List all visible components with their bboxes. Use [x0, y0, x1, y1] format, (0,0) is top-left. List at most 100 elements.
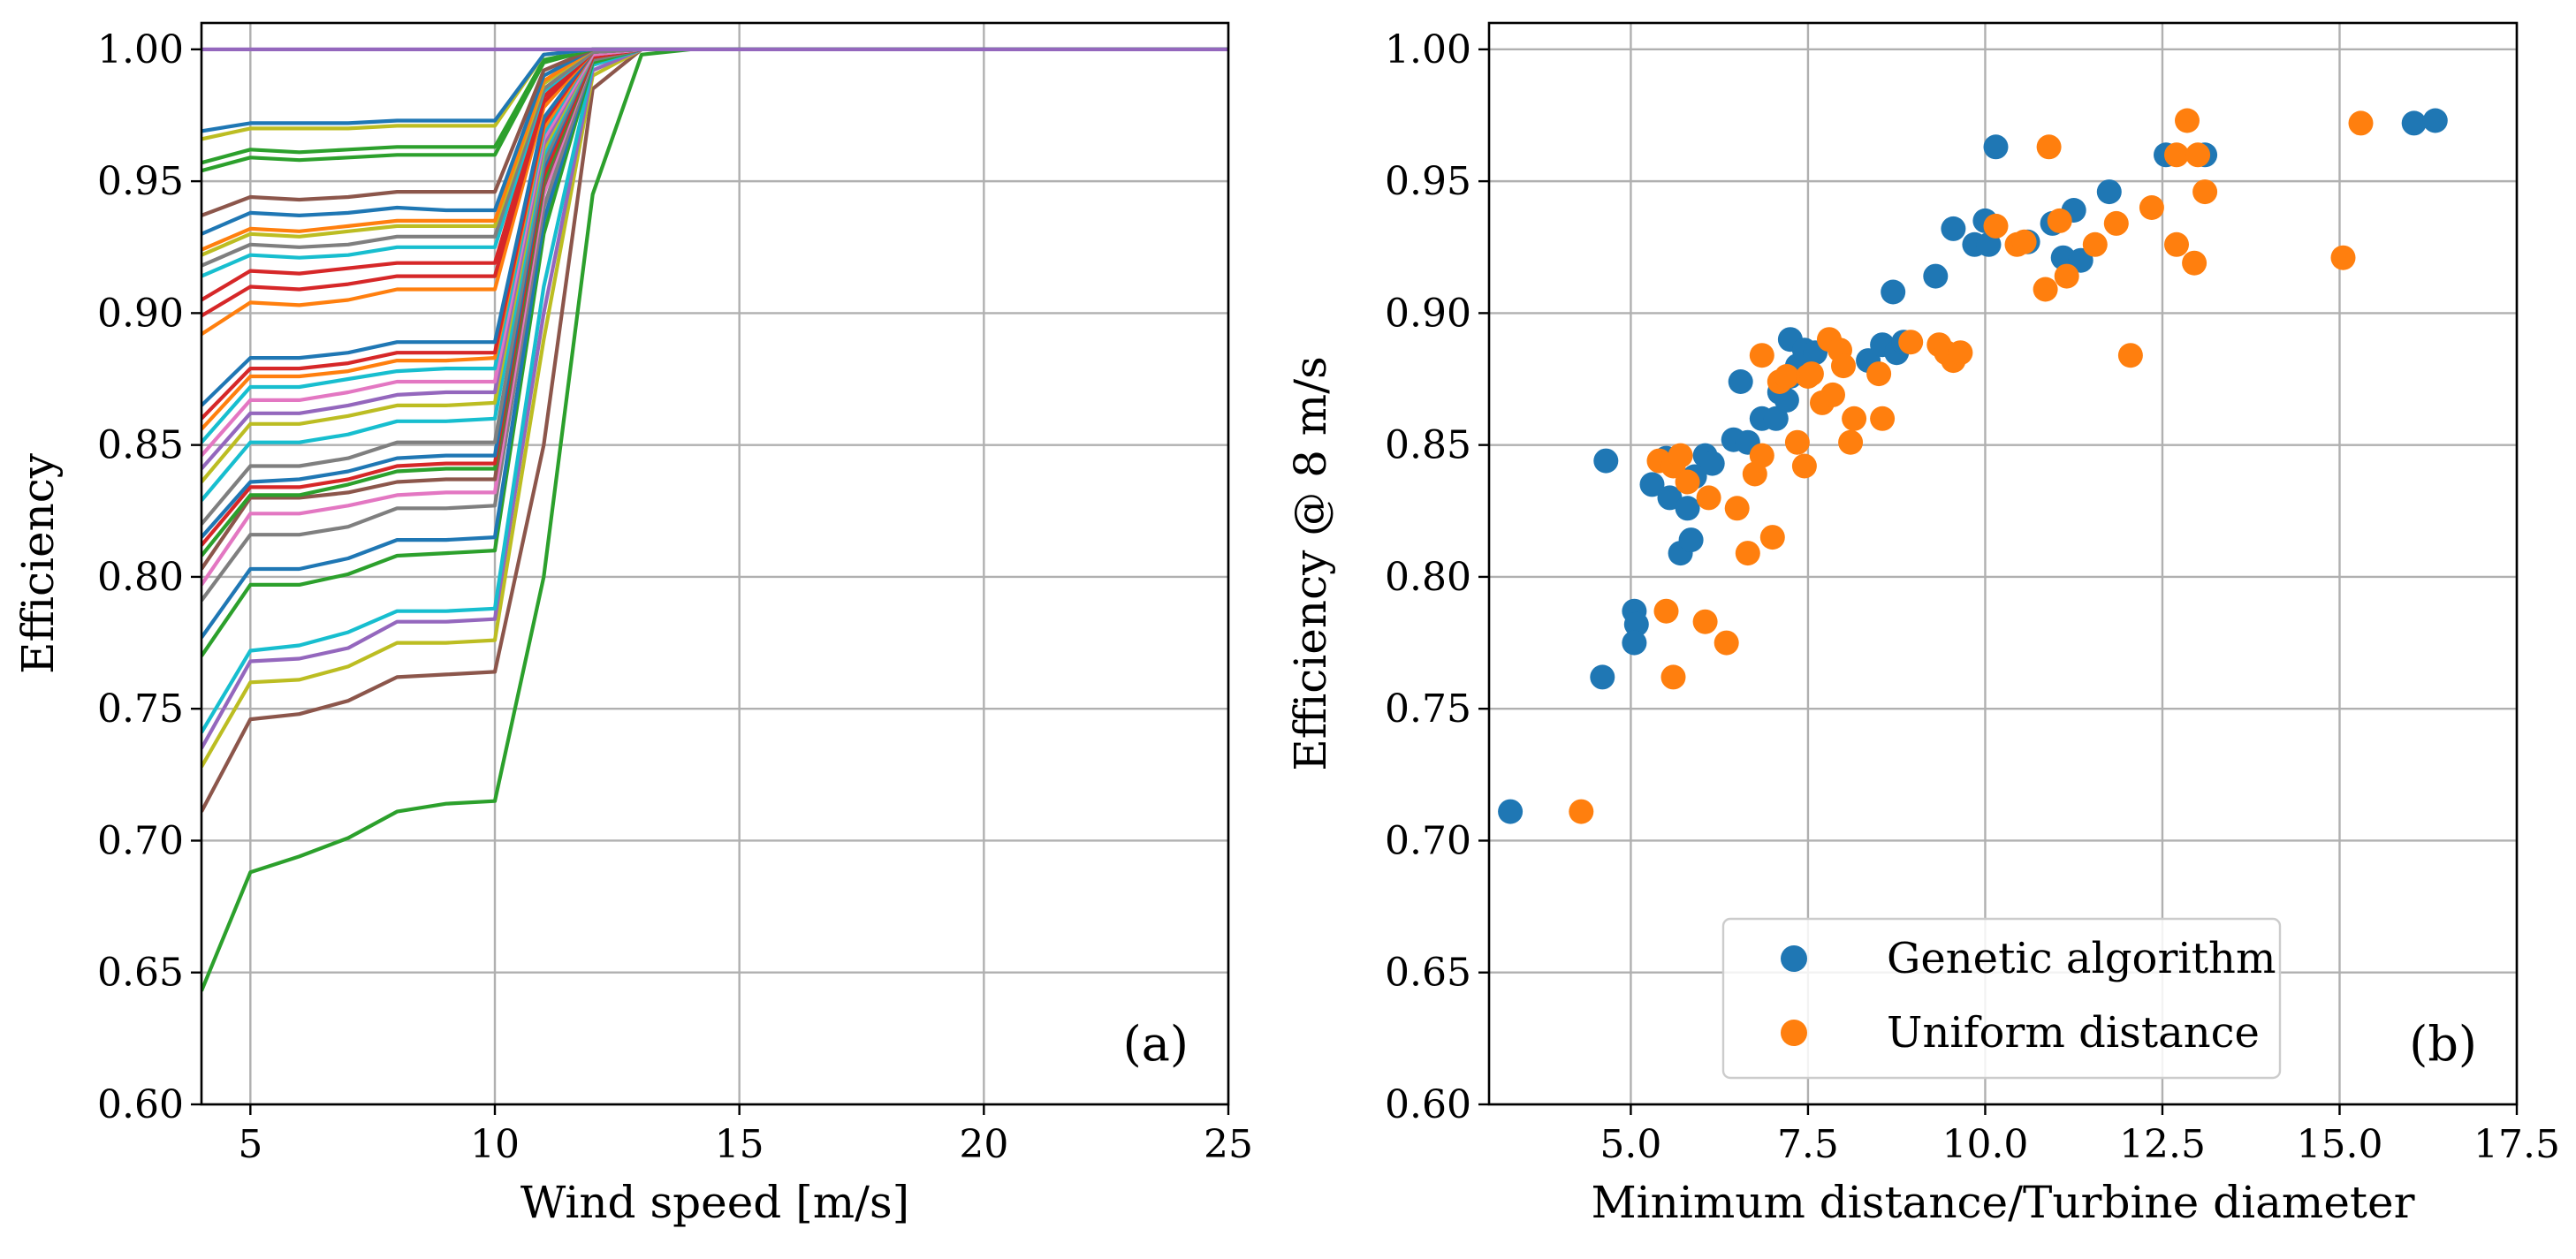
uniform-distance-point: [1791, 453, 1817, 479]
uniform-distance-point: [2182, 250, 2207, 276]
panelA-x-tick-label: 15: [715, 1122, 764, 1167]
uniform-distance-point: [1692, 609, 1718, 634]
legend-box: [1721, 917, 2282, 1080]
uniform-distance-point: [2192, 179, 2218, 205]
uniform-distance-point: [1668, 443, 1693, 468]
genetic-algorithm-point: [2068, 247, 2093, 273]
panelB-x-tick-label: 10.0: [1941, 1122, 2028, 1167]
panelA-y-tick-label: 0.85: [97, 423, 184, 468]
uniform-distance-point: [1774, 364, 1799, 389]
uniform-distance-point: [2011, 229, 2037, 254]
genetic-algorithm-point: [1983, 134, 2009, 160]
genetic-algorithm-point: [1881, 279, 1906, 305]
legend-marker-uniform-distance: [1781, 1020, 1807, 1046]
panel-b-scatter-points: [1498, 108, 2448, 824]
panel-a-x-ticks: 5 10 15 20 25: [238, 1104, 1253, 1167]
genetic-algorithm-point: [1593, 448, 1619, 474]
panelB-y-tick-label: 0.65: [1385, 951, 1471, 996]
uniform-distance-point: [1842, 406, 1867, 431]
panelB-y-tick-label: 0.80: [1385, 555, 1471, 600]
genetic-algorithm-point: [1623, 611, 1649, 637]
panel-b-y-axis-label: Efficiency @ 8 m/s: [1285, 356, 1336, 770]
uniform-distance-point: [2082, 231, 2108, 257]
panel-b-x-ticks: 5.0 7.5 10.0 12.5 15.0 17.5: [1600, 1104, 2560, 1167]
uniform-distance-point: [1653, 598, 1679, 624]
uniform-distance-point: [2348, 110, 2374, 136]
panel-b-y-ticks: 0.60 0.65 0.70 0.75 0.80 0.85 0.90 0.95 1.00: [1385, 27, 1489, 1127]
panelB-y-tick-label: 1.00: [1385, 27, 1471, 72]
legend: Genetic algorithm Uniform distance: [1721, 917, 2282, 1080]
uniform-distance-point: [1749, 343, 1774, 368]
genetic-algorithm-point: [1763, 406, 1789, 431]
uniform-distance-point: [1569, 799, 1594, 824]
uniform-distance-point: [2054, 263, 2079, 289]
uniform-distance-point: [1724, 496, 1750, 521]
uniform-distance-point: [1759, 525, 1785, 550]
genetic-algorithm-point: [1675, 496, 1700, 521]
uniform-distance-point: [1749, 443, 1774, 468]
panelA-x-tick-label: 5: [238, 1122, 262, 1167]
panelA-x-tick-label: 10: [470, 1122, 520, 1167]
panel-b-axes-frame: [1487, 21, 2519, 1106]
uniform-distance-point: [2330, 245, 2356, 270]
panelB-y-tick-label: 0.60: [1385, 1082, 1471, 1127]
panel-a-label: (a): [1123, 1016, 1189, 1072]
genetic-algorithm-point: [2401, 110, 2427, 136]
panelA-x-tick-label: 25: [1204, 1122, 1253, 1167]
uniform-distance-point: [2139, 195, 2164, 220]
genetic-algorithm-point: [1699, 451, 1725, 476]
panelB-y-tick-label: 0.70: [1385, 818, 1471, 863]
panelA-y-tick-label: 0.75: [97, 686, 184, 732]
uniform-distance-point: [2103, 210, 2129, 236]
panelB-y-tick-label: 0.75: [1385, 686, 1471, 732]
uniform-distance-point: [1696, 485, 1721, 511]
uniform-distance-point: [1660, 664, 1686, 690]
panelA-y-tick-label: 0.70: [97, 818, 184, 863]
panelA-y-tick-label: 0.60: [97, 1082, 184, 1127]
panelB-x-tick-label: 5.0: [1600, 1122, 1661, 1167]
uniform-distance-point: [2175, 108, 2200, 133]
uniform-distance-point: [2185, 142, 2211, 168]
uniform-distance-point: [1798, 361, 1824, 387]
genetic-algorithm-point: [2422, 108, 2448, 133]
genetic-algorithm-point: [1639, 472, 1665, 497]
panel-b-x-axis-label: Minimum distance/Turbine diameter: [1591, 1177, 2414, 1228]
panelA-y-tick-label: 0.90: [97, 291, 184, 336]
uniform-distance-point: [2047, 208, 2072, 233]
genetic-algorithm-point: [1498, 799, 1524, 824]
panelB-x-tick-label: 15.0: [2296, 1122, 2382, 1167]
uniform-distance-point: [2117, 343, 2143, 368]
uniform-distance-point: [1820, 382, 1845, 407]
genetic-algorithm-point: [1590, 664, 1615, 690]
uniform-distance-point: [1735, 541, 1760, 566]
genetic-algorithm-point: [2096, 179, 2122, 205]
legend-label-genetic-algorithm: Genetic algorithm: [1887, 934, 2276, 983]
genetic-algorithm-point: [1622, 630, 1647, 656]
panelA-y-tick-label: 0.95: [97, 159, 184, 204]
panelA-y-tick-label: 0.80: [97, 555, 184, 600]
panel-b-label: (b): [2409, 1016, 2477, 1072]
genetic-algorithm-point: [1923, 263, 1949, 289]
panelB-y-tick-label: 0.90: [1385, 291, 1471, 336]
panelB-y-tick-label: 0.95: [1385, 159, 1471, 204]
uniform-distance-point: [2164, 142, 2189, 168]
panelB-x-tick-label: 7.5: [1777, 1122, 1839, 1167]
panelA-y-tick-label: 0.65: [97, 951, 184, 996]
uniform-distance-point: [2036, 134, 2062, 160]
panel-a-x-axis-label: Wind speed [m/s]: [521, 1177, 909, 1228]
panelB-x-tick-label: 12.5: [2119, 1122, 2206, 1167]
panel-a-line-chart: 5 10 15 20 25 0.600.650.700.750.800.850.900.…: [12, 21, 1253, 1228]
panel-a-y-ticks: 0.60 0.65 0.70 0.75 0.80 0.85 0.90 0.95 1.00: [97, 27, 201, 1127]
legend-label-uniform-distance: Uniform distance: [1887, 1008, 2260, 1058]
genetic-algorithm-point: [1941, 216, 1966, 241]
uniform-distance-point: [1831, 353, 1856, 379]
panelB-y-tick-label: 0.85: [1385, 423, 1471, 468]
uniform-distance-point: [2164, 231, 2189, 257]
genetic-algorithm-point: [1728, 369, 1753, 394]
uniform-distance-point: [1838, 429, 1864, 455]
uniform-distance-point: [1898, 330, 1924, 355]
panel-a-axes-frame: [200, 21, 1230, 1106]
uniform-distance-point: [1870, 406, 1896, 431]
uniform-distance-point: [1866, 361, 1892, 387]
uniform-distance-point: [1784, 429, 1810, 455]
